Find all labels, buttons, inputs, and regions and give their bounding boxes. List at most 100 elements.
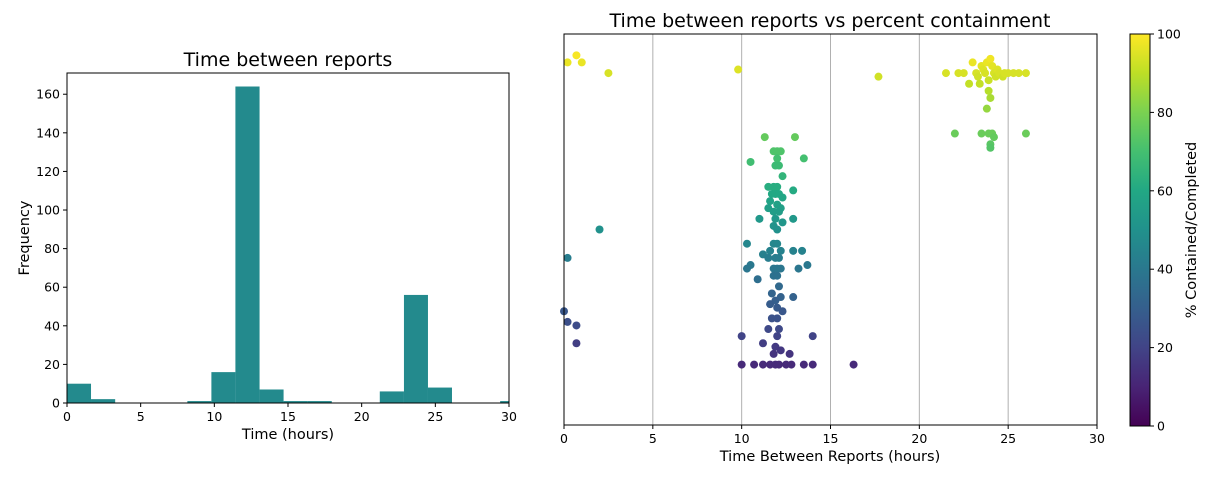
scatter-point bbox=[563, 253, 572, 262]
histogram-bar bbox=[235, 86, 260, 403]
scatter-point bbox=[766, 300, 775, 309]
scatter-point bbox=[773, 332, 782, 341]
scatter-point bbox=[789, 186, 798, 195]
histogram-x-tick-label: 30 bbox=[501, 409, 517, 424]
scatter-panel: Time between reports vs percent containm… bbox=[560, 10, 1105, 465]
histogram-bar bbox=[307, 401, 332, 403]
scatter-point bbox=[799, 154, 808, 163]
histogram-y-tick-label: 120 bbox=[36, 164, 60, 179]
histogram-x-tick-label: 5 bbox=[137, 409, 145, 424]
scatter-point bbox=[968, 58, 977, 67]
histogram-y-label: Frequency bbox=[17, 200, 33, 275]
scatter-point bbox=[803, 261, 812, 270]
scatter-x-tick-label: 0 bbox=[560, 431, 568, 446]
scatter-point bbox=[774, 207, 783, 216]
scatter-point bbox=[774, 360, 783, 369]
histogram-x-tick-label: 15 bbox=[280, 409, 296, 424]
scatter-point bbox=[737, 360, 746, 369]
scatter-point bbox=[789, 214, 798, 223]
scatter-point bbox=[874, 72, 883, 81]
scatter-point bbox=[959, 69, 968, 78]
scatter-point bbox=[799, 360, 808, 369]
scatter-point bbox=[563, 58, 572, 67]
scatter-point bbox=[572, 321, 581, 330]
scatter-point bbox=[785, 349, 794, 358]
histogram-bar bbox=[211, 372, 236, 403]
colorbar-tick-label: 40 bbox=[1157, 262, 1173, 277]
scatter-point bbox=[798, 246, 807, 255]
scatter-x-tick-label: 20 bbox=[911, 431, 927, 446]
scatter-point bbox=[766, 246, 775, 255]
scatter-point bbox=[773, 314, 782, 323]
scatter-point bbox=[986, 93, 995, 102]
histogram-y-tick-label: 40 bbox=[44, 318, 60, 333]
scatter-x-tick-label: 15 bbox=[823, 431, 839, 446]
histogram-y-tick-label: 100 bbox=[36, 203, 60, 218]
histogram-x-tick-label: 20 bbox=[354, 409, 370, 424]
scatter-point bbox=[572, 339, 581, 348]
histogram-y-ticks: 0 20 40 60 80 100 120 140 160 bbox=[36, 87, 67, 411]
histogram-bar bbox=[403, 294, 428, 403]
scatter-grid bbox=[652, 34, 1009, 425]
scatter-point bbox=[790, 133, 799, 142]
colorbar-tick-label: 80 bbox=[1157, 105, 1173, 120]
scatter-point bbox=[563, 317, 572, 326]
histogram-panel: Time between reports 0 5 10 15 20 25 30 0 20 40 6… bbox=[17, 49, 517, 443]
scatter-point bbox=[776, 264, 785, 273]
histogram-x-label: Time (hours) bbox=[241, 427, 334, 443]
scatter-point bbox=[572, 51, 581, 60]
scatter-point bbox=[766, 197, 775, 206]
scatter-point bbox=[794, 264, 803, 273]
scatter-point bbox=[965, 79, 974, 88]
scatter-point bbox=[773, 271, 782, 280]
scatter-point bbox=[769, 349, 778, 358]
scatter-point bbox=[941, 69, 950, 78]
scatter-x-label: Time Between Reports (hours) bbox=[719, 449, 940, 465]
histogram-bar bbox=[500, 401, 509, 403]
histogram-x-ticks: 0 5 10 15 20 25 30 bbox=[63, 403, 517, 424]
colorbar-tick-label: 100 bbox=[1157, 27, 1181, 42]
histogram-bar bbox=[67, 383, 92, 403]
scatter-x-tick-label: 30 bbox=[1089, 431, 1105, 446]
scatter-point bbox=[750, 360, 759, 369]
scatter-point bbox=[977, 129, 986, 138]
colorbar-tick-label: 60 bbox=[1157, 183, 1173, 198]
scatter-point bbox=[753, 275, 762, 284]
scatter-point bbox=[778, 172, 787, 181]
scatter-point bbox=[755, 214, 764, 223]
histogram-y-tick-label: 80 bbox=[44, 241, 60, 256]
scatter-point bbox=[737, 332, 746, 341]
histogram-title: Time between reports bbox=[183, 49, 393, 71]
scatter-x-tick-label: 10 bbox=[734, 431, 750, 446]
scatter-point bbox=[773, 225, 782, 234]
scatter-title: Time between reports vs percent containm… bbox=[609, 10, 1051, 32]
histogram-bar bbox=[427, 387, 452, 403]
scatter-point bbox=[758, 360, 767, 369]
histogram-bar bbox=[259, 389, 284, 403]
colorbar-tick-label: 20 bbox=[1157, 340, 1173, 355]
scatter-x-tick-label: 25 bbox=[1000, 431, 1016, 446]
scatter-points bbox=[560, 51, 1030, 369]
scatter-point bbox=[774, 253, 783, 262]
scatter-point bbox=[950, 129, 959, 138]
histogram-bar bbox=[283, 401, 308, 403]
scatter-point bbox=[604, 69, 613, 78]
scatter-point bbox=[760, 133, 769, 142]
scatter-point bbox=[789, 293, 798, 302]
colorbar-tick-label: 0 bbox=[1157, 419, 1165, 434]
histogram-y-tick-label: 20 bbox=[44, 357, 60, 372]
histogram-y-tick-label: 60 bbox=[44, 280, 60, 295]
scatter-point bbox=[767, 289, 776, 298]
scatter-point bbox=[986, 54, 995, 63]
colorbar-gradient bbox=[1129, 33, 1151, 427]
scatter-point bbox=[986, 143, 995, 152]
scatter-point bbox=[776, 346, 785, 355]
scatter-point bbox=[773, 182, 782, 191]
scatter-point bbox=[742, 264, 751, 273]
scatter-point bbox=[808, 332, 817, 341]
scatter-point bbox=[771, 214, 780, 223]
histogram-bar bbox=[187, 401, 212, 403]
scatter-point bbox=[742, 239, 751, 248]
histogram-bar bbox=[379, 391, 404, 403]
